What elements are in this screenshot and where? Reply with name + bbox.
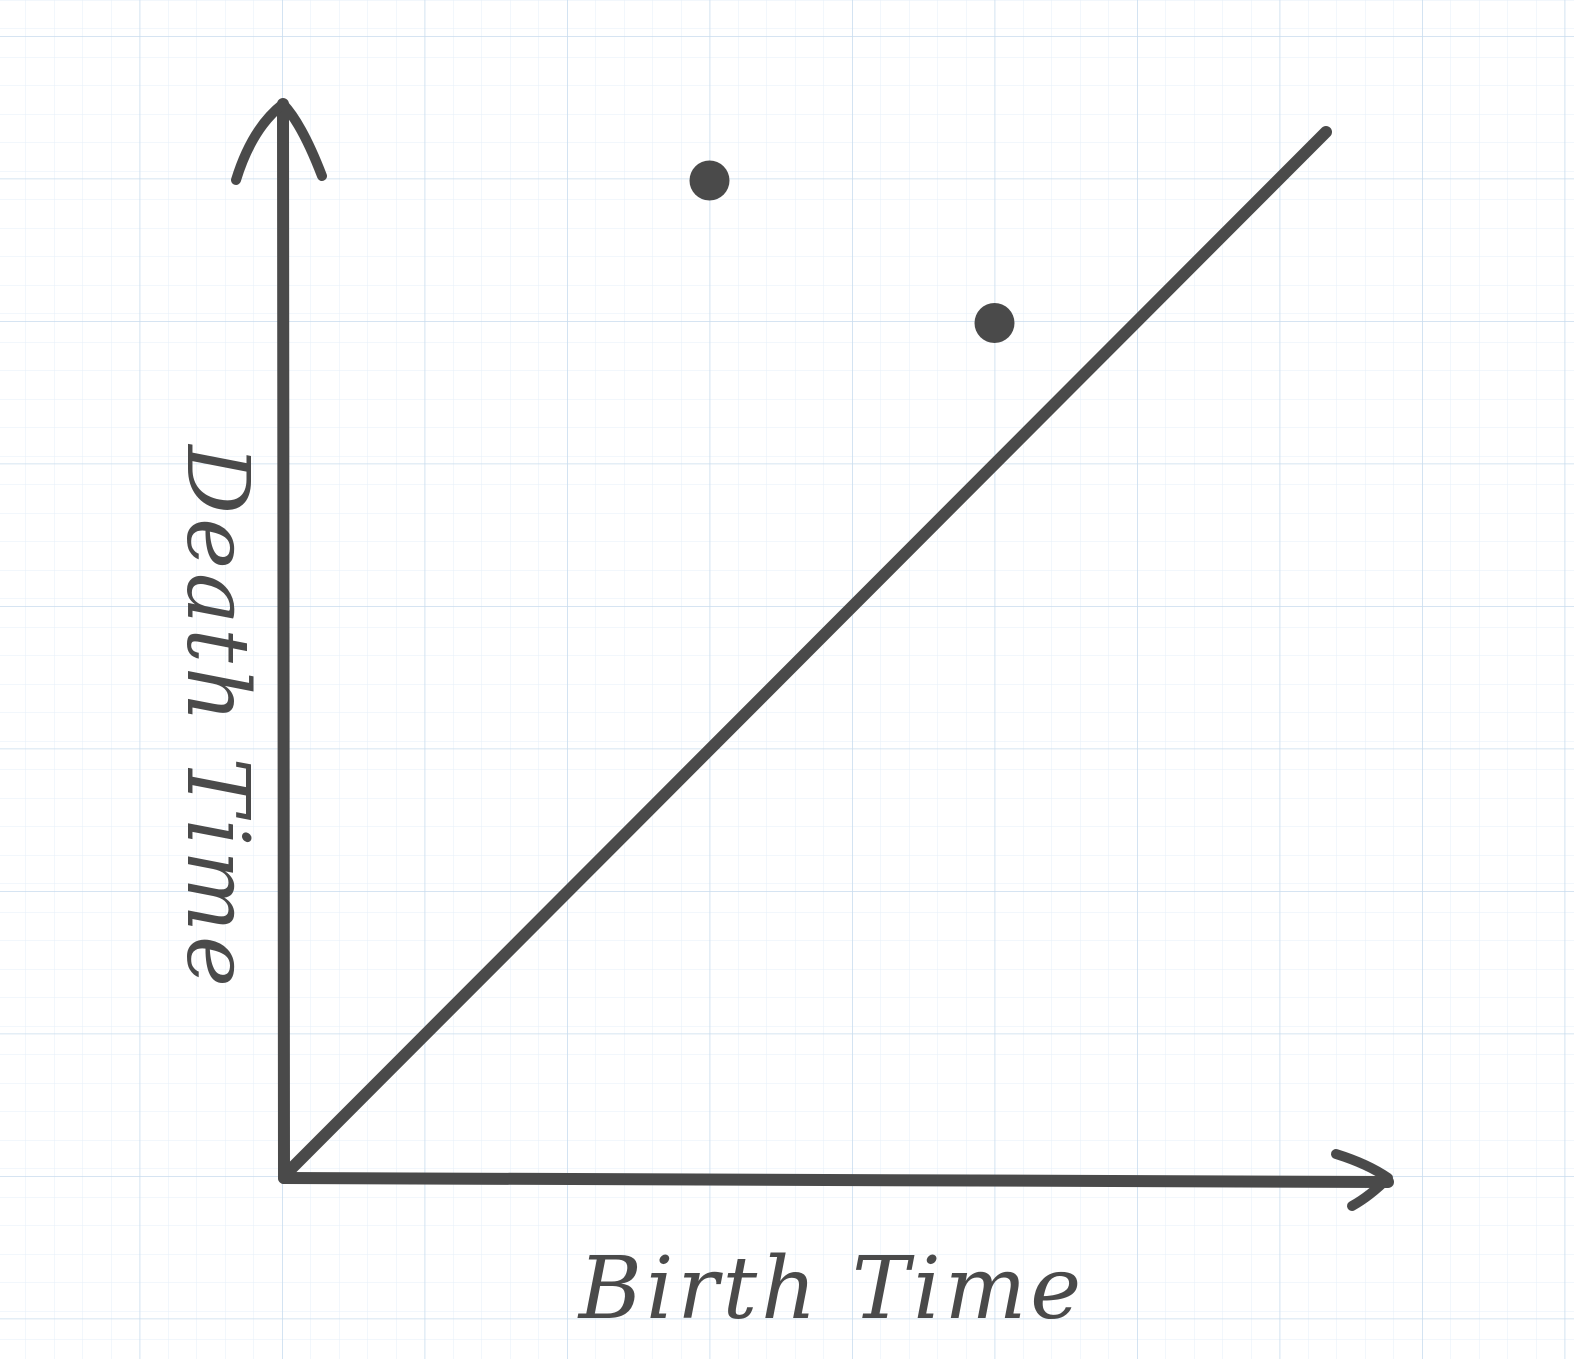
y-axis-arrowhead (231, 99, 327, 185)
x-axis (278, 1149, 1394, 1211)
x-axis-label: Birth Time (577, 1239, 1085, 1339)
y-axis-label: Death Time (167, 443, 267, 991)
persistence-point-1 (689, 160, 730, 201)
points-layer (689, 160, 1015, 343)
x-axis-line (278, 1172, 1394, 1188)
x-axis-arrowhead (1331, 1149, 1393, 1211)
persistence-point-2 (974, 303, 1015, 343)
y-axis (231, 98, 327, 1184)
diagonal-line (280, 126, 1332, 1180)
y-axis-line (277, 98, 290, 1184)
